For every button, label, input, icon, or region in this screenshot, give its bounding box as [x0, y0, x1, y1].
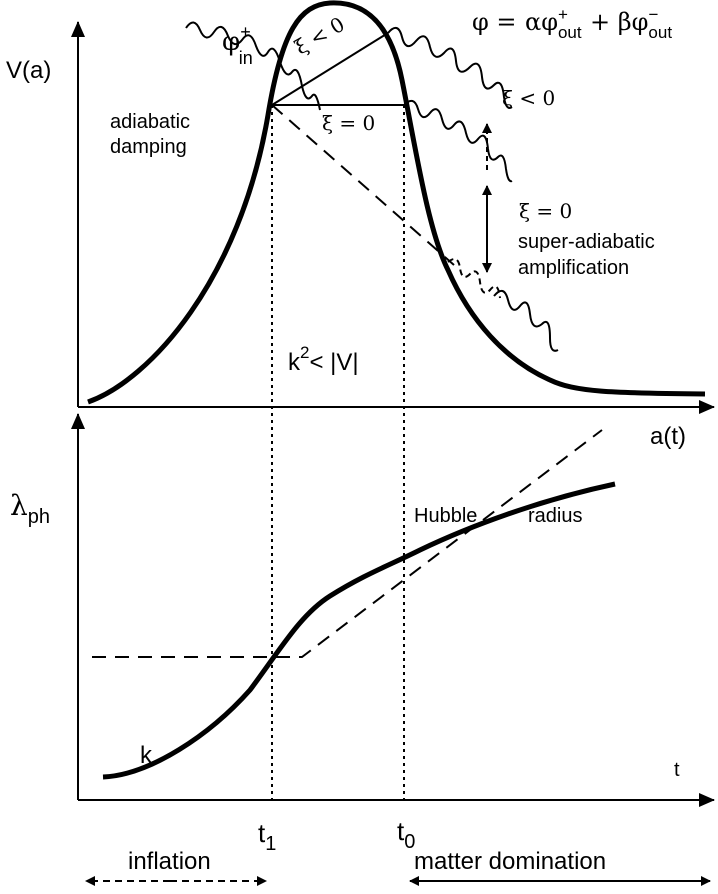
- outgoing-wave-xi-negative: [387, 26, 513, 109]
- outgoing-formula: φ = αφ+ out + βφ− out: [472, 5, 672, 42]
- k-curve-label: k: [140, 742, 153, 769]
- inflation-label: inflation: [128, 848, 211, 875]
- adiabatic-damping-label-2: damping: [110, 136, 187, 158]
- hubble-radius-dashed: [92, 429, 603, 658]
- super-adiabatic-label-1: super-adiabatic: [518, 231, 655, 253]
- potential-barrier-curve: [87, 0, 706, 405]
- top-panel: V(a) a(t) φ+ in φ = αφ+ out +: [6, 0, 715, 450]
- super-adiabatic-label-2: amplification: [518, 257, 629, 279]
- t0-label: t0: [397, 816, 415, 853]
- bottom-y-axis-label: λph: [10, 489, 50, 528]
- matter-domination-label: matter domination: [414, 848, 606, 875]
- adiabatic-damping-label-1: adiabatic: [110, 111, 190, 133]
- amplified-wave: [493, 289, 559, 352]
- eras: inflation matter domination: [85, 848, 711, 886]
- xi-zero-inner-label: ξ = 0: [322, 111, 375, 135]
- top-y-axis-label: V(a): [6, 57, 51, 84]
- wavelength-curve: [102, 481, 616, 780]
- top-x-axis-label: a(t): [650, 423, 686, 450]
- xi-zero-outer-label: ξ = 0: [519, 199, 572, 223]
- xi-negative-chord: [271, 32, 389, 106]
- xi-negative-outer-label: ξ < 0: [502, 86, 555, 110]
- bottom-panel: λph t Hubble radius k t1 t0: [10, 105, 715, 855]
- hubble-label-1: Hubble: [414, 505, 477, 527]
- outgoing-wave-xi-zero: [403, 99, 513, 183]
- bottom-x-axis-label: t: [674, 759, 680, 781]
- hubble-label-2: radius: [528, 505, 582, 527]
- t1-label: t1: [258, 818, 276, 855]
- amplified-wave-dashed: [447, 258, 501, 299]
- barrier-condition-label: k2< |V|: [288, 343, 359, 376]
- incoming-wave: [185, 21, 321, 111]
- incoming-wave-label: φ+ in: [222, 22, 253, 68]
- adiabatic-extension-dashed: [271, 104, 455, 266]
